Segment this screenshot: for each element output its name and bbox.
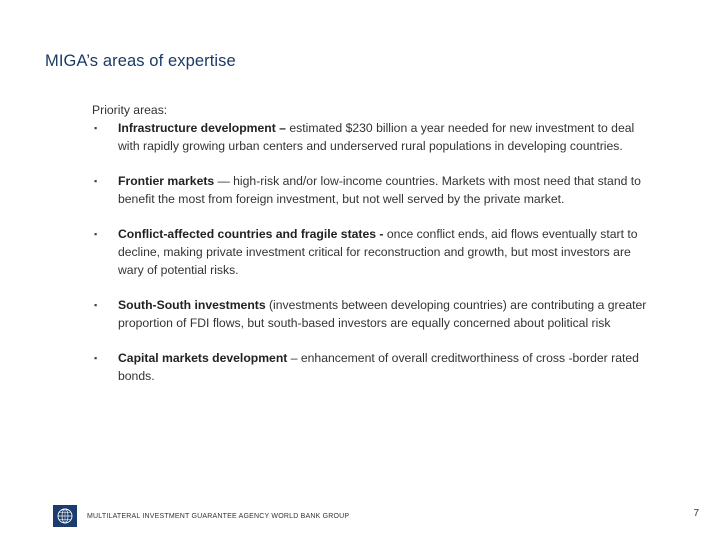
bullet-marker: ▪: [94, 300, 98, 310]
bullet-heading: South-South investments: [118, 298, 266, 312]
bullet-marker: ▪: [94, 123, 98, 133]
miga-logo-icon: [53, 505, 77, 527]
bullet-text: – enhancement of overall creditworthines…: [118, 351, 639, 383]
bullet-text: estimated $230 billion a year needed for…: [118, 121, 635, 153]
bullet-item: ▪ South-South investments (investments b…: [92, 296, 652, 332]
bullet-item: ▪ Conflict-affected countries and fragil…: [92, 225, 652, 279]
bullet-heading: Frontier markets: [118, 174, 215, 188]
bullet-list: ▪ Infrastructure development – estimated…: [92, 119, 652, 385]
bullet-item: ▪ Frontier markets — high-risk and/or lo…: [92, 172, 652, 208]
bullet-marker: ▪: [94, 176, 98, 186]
section-label: Priority areas:: [92, 103, 168, 117]
bullet-text: once conflict ends, aid flows eventually…: [118, 227, 638, 277]
bullet-heading: Conflict-affected countries and fragile …: [118, 227, 384, 241]
bullet-heading: Capital markets development: [118, 351, 288, 365]
page-number: 7: [693, 508, 699, 519]
footer: MULTILATERAL INVESTMENT GUARANTEE AGENCY…: [53, 504, 349, 528]
bullet-text: (investments between developing countrie…: [118, 298, 647, 330]
bullet-marker: ▪: [94, 353, 98, 363]
bullet-item: ▪ Infrastructure development – estimated…: [92, 119, 652, 155]
globe-icon: [57, 508, 73, 524]
footer-text: MULTILATERAL INVESTMENT GUARANTEE AGENCY…: [87, 512, 350, 520]
bullet-item: ▪ Capital markets development – enhancem…: [92, 349, 652, 385]
bullet-text: — high-risk and/or low-income countries.…: [118, 174, 641, 206]
bullet-heading: Infrastructure development –: [118, 121, 286, 135]
bullet-marker: ▪: [94, 229, 98, 239]
slide-title: MIGA’s areas of expertise: [45, 52, 236, 70]
priority-areas-section: Priority areas: ▪ Infrastructure develop…: [92, 101, 652, 385]
